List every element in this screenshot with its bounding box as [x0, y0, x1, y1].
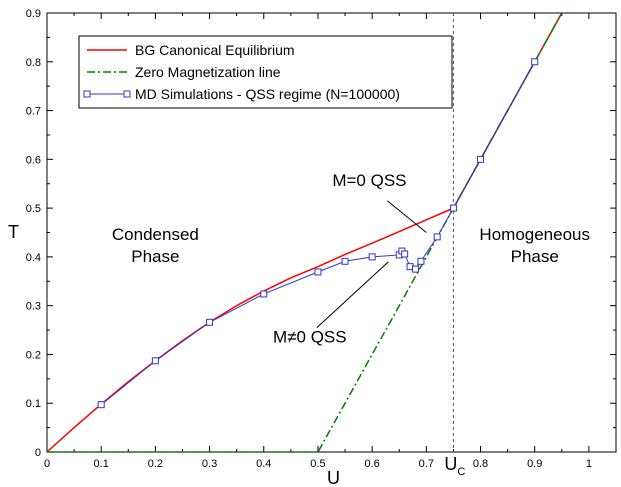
x-tick-label: 0	[44, 458, 50, 470]
y-tick-label: 0.2	[26, 349, 41, 361]
data-point	[314, 268, 322, 276]
data-point	[341, 257, 349, 265]
y-axis-label: T	[8, 222, 19, 242]
legend-marker-md-1	[83, 90, 91, 98]
y-tick-label: 0.7	[26, 106, 41, 118]
annotation-text: Homogeneous	[479, 225, 590, 244]
annotation-text: M≠0 QSS	[273, 327, 347, 346]
data-point	[97, 401, 105, 409]
legend-box	[78, 35, 453, 109]
y-tick-label: 0.8	[26, 57, 41, 69]
annotation-pointer	[387, 200, 427, 233]
y-tick-label: 0.9	[26, 8, 41, 20]
data-point	[151, 357, 159, 365]
plot-layer: 0 0.1 0.2 0.3 0.4 0.5 0.6 0.7 0.8 0.9 1 0 0.1 0.2 0.3 0…	[26, 8, 617, 478]
x-tick-label: 0.5	[310, 458, 325, 470]
data-point	[477, 155, 485, 163]
x-axis-label: U	[327, 468, 340, 487]
x-tick-label: 0.9	[527, 458, 542, 470]
data-point	[433, 233, 441, 241]
x-tick-label: 0.6	[364, 458, 379, 470]
x-tick-label: 0.3	[202, 458, 217, 470]
annotation-text: Condensed	[112, 225, 199, 244]
data-point	[417, 257, 425, 265]
y-tick-label: 0.5	[26, 203, 41, 215]
legend-label-bg: BG Canonical Equilibrium	[135, 42, 295, 58]
legend: BG Canonical Equilibrium Zero Magnetizat…	[78, 35, 453, 109]
annotation-text: Phase	[511, 247, 559, 266]
data-point	[260, 290, 268, 298]
y-tick-label: 0	[35, 447, 41, 459]
x-tick-label: 0.8	[473, 458, 488, 470]
legend-label-md: MD Simulations - QSS regime (N=100000)	[135, 86, 400, 102]
y-tick-label: 0.1	[26, 398, 41, 410]
data-point	[368, 253, 376, 261]
data-point	[531, 58, 539, 66]
data-point	[206, 318, 214, 326]
annotation-text: M=0 QSS	[332, 171, 406, 190]
y-tick-label: 0.4	[26, 252, 41, 264]
x-tick-label: 0.1	[94, 458, 109, 470]
x-tick-label: 0.7	[419, 458, 434, 470]
data-point	[411, 265, 419, 273]
annotation-pointer	[316, 261, 389, 328]
uc-subscript: C	[457, 466, 465, 478]
legend-label-zero-m: Zero Magnetization line	[135, 64, 281, 80]
uc-label: U	[444, 454, 457, 474]
annotation-text: Phase	[131, 247, 179, 266]
x-tick-label: 0.4	[256, 458, 271, 470]
x-tick-label: 0.2	[148, 458, 163, 470]
data-point	[449, 204, 457, 212]
y-tick-label: 0.6	[26, 154, 41, 166]
y-tick-label: 0.3	[26, 301, 41, 313]
x-tick-label: 1	[586, 458, 592, 470]
legend-marker-md-2	[123, 90, 131, 98]
data-point	[401, 250, 409, 258]
